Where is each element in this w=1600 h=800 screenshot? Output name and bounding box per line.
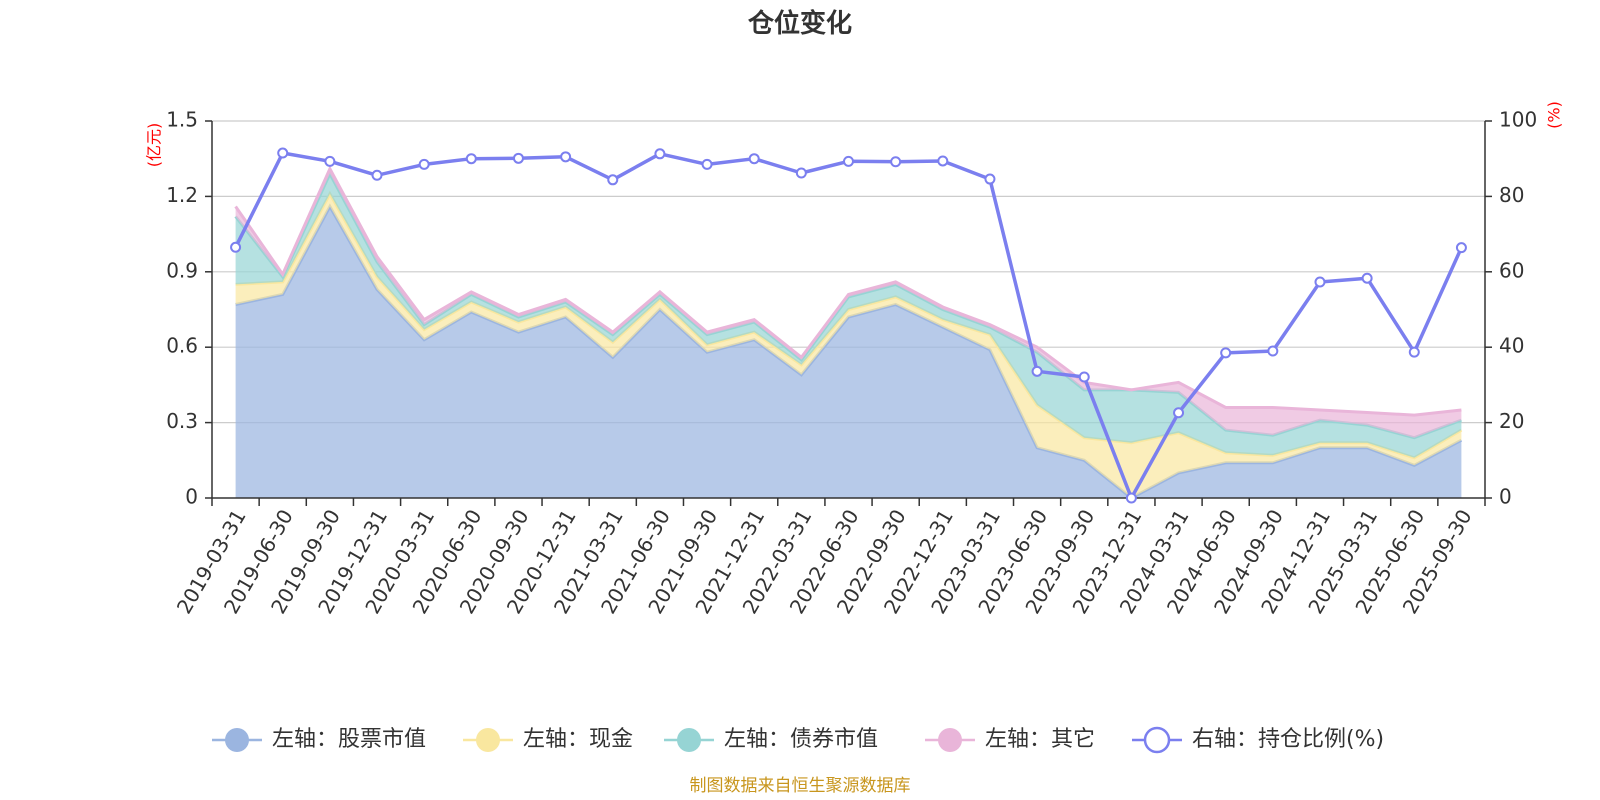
ratio-point — [890, 156, 902, 168]
ratio-point — [512, 152, 524, 164]
ratio-point — [1314, 276, 1326, 288]
ratio-point — [795, 167, 807, 179]
ratio-point — [1031, 365, 1043, 377]
left-axis-tick-label: 0.6 — [166, 334, 198, 358]
ratio-point — [701, 158, 713, 170]
right-axis-tick-label: 40 — [1499, 334, 1524, 358]
ratio-point — [230, 241, 242, 253]
legend-item-ratio: 右轴：持仓比例(%) — [1132, 726, 1384, 754]
legend-label: 右轴：持仓比例(%) — [1192, 727, 1384, 752]
ratio-point — [984, 173, 996, 185]
right-axis-tick-label: 100 — [1499, 108, 1537, 132]
ratio-point — [1455, 242, 1467, 254]
ratio-point — [1078, 371, 1090, 383]
ratio-point — [465, 153, 477, 165]
legend-item-other: 左轴：其它 — [925, 727, 1095, 752]
ratio-point — [607, 174, 619, 186]
ratio-point — [843, 155, 854, 167]
ratio-point — [277, 147, 289, 159]
left-axis-tick-label: 0 — [185, 485, 198, 509]
legend-item-bond: 左轴：债券市值 — [664, 727, 878, 752]
ratio-point — [654, 148, 666, 160]
legend-marker — [476, 728, 500, 752]
ratio-point — [937, 155, 949, 167]
left-axis-unit: (亿元) — [145, 123, 164, 168]
ratio-line-series — [230, 147, 1467, 504]
ratio-point — [560, 151, 572, 163]
legend-marker — [677, 728, 701, 752]
legend-label: 左轴：债券市值 — [724, 727, 878, 752]
area-bond — [235, 173, 1462, 458]
legend-marker — [1143, 726, 1171, 754]
stacked-areas — [234, 165, 1463, 500]
legend-marker — [938, 728, 962, 752]
legend-label: 左轴：现金 — [523, 727, 633, 752]
ratio-point — [324, 155, 336, 167]
right-axis-tick-label: 80 — [1499, 183, 1524, 207]
legend-item-cash: 左轴：现金 — [463, 727, 633, 752]
left-axis-tick-label: 0.3 — [166, 409, 198, 433]
ratio-point — [371, 169, 383, 181]
ratio-point — [1220, 347, 1232, 359]
ratio-point — [418, 158, 430, 170]
left-axis-tick-label: 1.5 — [166, 108, 198, 132]
left-axis-tick-label: 1.2 — [166, 183, 198, 207]
legend-item-stock: 左轴：股票市值 — [212, 727, 426, 752]
legend: 左轴：股票市值 左轴：现金 左轴：债券市值 左轴：其它 右轴：持仓比例(%) — [212, 726, 1384, 754]
area-edge-other — [234, 165, 1462, 417]
legend-label: 左轴：其它 — [985, 727, 1095, 752]
right-axis-tick-label: 0 — [1499, 485, 1512, 509]
legend-label: 左轴：股票市值 — [272, 727, 426, 752]
ratio-point — [1361, 272, 1373, 284]
chart-title: 仓位变化 — [747, 8, 852, 39]
ratio-point — [1125, 492, 1137, 504]
legend-marker — [225, 728, 249, 752]
right-axis-tick-label: 60 — [1499, 258, 1524, 282]
left-axis-tick-label: 0.9 — [166, 258, 198, 282]
right-axis-unit: (%) — [1545, 101, 1564, 129]
ratio-point — [748, 153, 760, 165]
ratio-point — [1408, 346, 1420, 358]
data-source-note: 制图数据来自恒生聚源数据库 — [690, 776, 911, 796]
area-stock — [235, 206, 1462, 498]
ratio-point — [1173, 407, 1185, 419]
ratio-point — [1267, 345, 1279, 357]
right-axis-tick-label: 20 — [1499, 409, 1524, 433]
